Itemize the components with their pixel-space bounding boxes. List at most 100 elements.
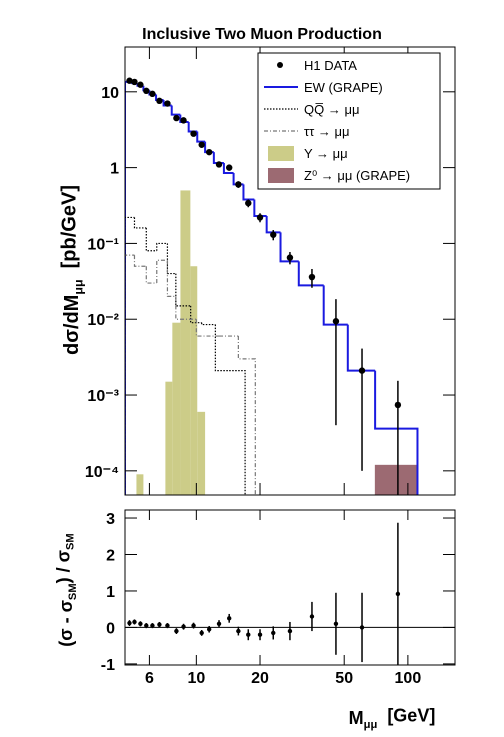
bar	[190, 266, 198, 495]
data-point	[206, 627, 212, 632]
plot-frame	[124, 509, 456, 666]
data-point	[227, 616, 232, 621]
bar	[197, 411, 206, 495]
data-point	[157, 622, 162, 627]
y-tick-label: 10⁻¹	[87, 236, 119, 253]
data-point	[132, 619, 137, 625]
step-segment	[297, 261, 324, 287]
step-segment	[166, 243, 176, 275]
step-segment	[265, 215, 281, 234]
x-tick-label: 6	[145, 670, 154, 687]
legend-symbol	[277, 62, 283, 68]
data-point	[270, 231, 277, 238]
data-point	[165, 623, 170, 628]
step-segment	[214, 324, 230, 372]
data-point	[332, 318, 340, 325]
step-segment	[166, 260, 176, 298]
legend-label: ττ → μμ	[304, 124, 349, 139]
x-axis-label-part: μμ	[364, 719, 378, 731]
data-point	[181, 624, 186, 629]
x-axis-label: Mμμ [GeV]	[349, 706, 436, 731]
step-segment	[133, 255, 147, 267]
data-point	[127, 620, 132, 626]
data-point	[173, 114, 180, 122]
data-point	[215, 161, 223, 168]
data-point	[216, 621, 222, 626]
y-tick-label: 3	[106, 511, 115, 528]
plot-area	[125, 77, 419, 495]
legend-symbol	[268, 146, 294, 161]
step-segment	[156, 242, 168, 251]
y-tick-label: 0	[106, 620, 115, 637]
ratio-area	[125, 522, 455, 665]
step-segment	[125, 80, 133, 495]
y-tick-label: 10	[101, 85, 119, 102]
data-point	[287, 628, 293, 634]
data-point	[359, 625, 365, 630]
y-axis-label-part: SM	[67, 583, 79, 600]
x-axis-label-part: [GeV]	[377, 706, 435, 726]
data-point	[395, 591, 401, 597]
data-point	[236, 628, 241, 634]
step-segment	[374, 370, 419, 495]
bar	[374, 464, 418, 495]
data-point	[190, 130, 197, 137]
data-point	[226, 164, 233, 171]
y-axis-label-part: (σ - σ	[56, 600, 76, 647]
data-point	[144, 623, 149, 628]
data-point	[138, 621, 143, 626]
legend-label: Υ → μμ	[304, 146, 348, 161]
data-point	[256, 214, 264, 221]
step-segment	[175, 296, 197, 320]
data-point	[235, 181, 242, 188]
data-point	[149, 90, 156, 98]
data-point	[199, 630, 204, 636]
y-axis-label-part: μμ	[71, 279, 85, 294]
step-segment	[125, 216, 135, 495]
data-point	[150, 623, 155, 628]
y-axis-label-part: SM	[65, 533, 77, 550]
legend-label: QQ̅ → μμ	[304, 102, 359, 117]
step-segment	[170, 105, 181, 116]
step-segment	[237, 336, 256, 495]
step-segment	[156, 259, 168, 284]
step-segment	[175, 273, 191, 307]
y-tick-label: 10⁻⁴	[85, 464, 119, 481]
bar	[165, 381, 173, 495]
y-tick-label: -1	[101, 657, 115, 674]
legend-box	[257, 52, 441, 190]
x-tick-label: 20	[251, 670, 269, 687]
plot-frame	[124, 46, 456, 496]
step-segment	[196, 131, 206, 143]
data-point	[180, 117, 187, 124]
y-tick-label: 10⁻²	[87, 312, 119, 329]
x-axis-label-part: M	[349, 708, 364, 728]
bar	[180, 190, 191, 495]
y-axis-label-part: dσ/dM	[61, 295, 83, 355]
data-point	[143, 87, 150, 95]
step-segment	[201, 322, 216, 326]
y-axis-label-part: ) / σ	[54, 550, 74, 583]
step-segment	[187, 121, 198, 133]
legend-label: Z⁰ → μμ (GRAPE)	[304, 168, 410, 183]
y-axis-label: (σ - σSM) / σSM	[54, 533, 79, 646]
data-point	[257, 632, 263, 637]
step-segment	[279, 232, 299, 263]
legend-label: EW (GRAPE)	[304, 80, 383, 95]
x-tick-label: 10	[187, 670, 205, 687]
data-point	[333, 621, 339, 626]
step-segment	[125, 254, 135, 495]
y-tick-label: 10⁻³	[87, 388, 119, 405]
data-point	[308, 273, 316, 281]
data-point	[309, 614, 315, 619]
data-point	[164, 100, 171, 107]
step-segment	[190, 305, 202, 324]
chart-title: Inclusive Two Muon Production	[142, 26, 382, 43]
data-point	[131, 78, 138, 86]
data-point	[246, 632, 251, 637]
y-tick-label: 2	[106, 547, 115, 564]
data-point	[156, 97, 163, 105]
data-point	[245, 199, 252, 207]
data-point	[271, 630, 276, 636]
